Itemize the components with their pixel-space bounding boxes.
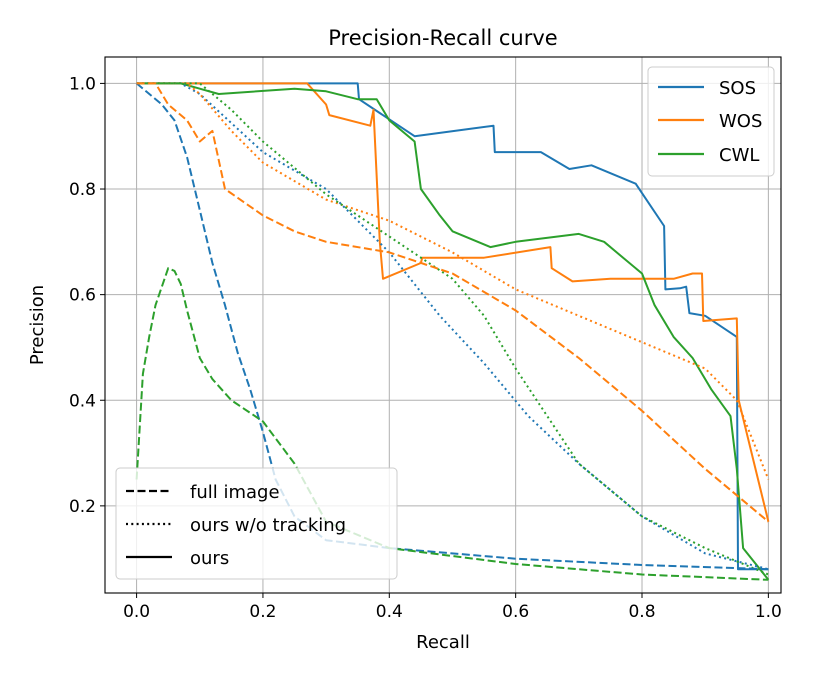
y-tick-label: 0.6 (69, 286, 96, 306)
x-tick-label: 0.8 (628, 602, 655, 622)
legend-label-cwl: CWL (719, 145, 759, 166)
x-axis-label: Recall (416, 632, 470, 653)
series-line-wos-full-image (136, 82, 770, 523)
x-tick-label: 1.0 (755, 602, 782, 622)
legend-label-sos: SOS (719, 78, 756, 99)
series-line-sos-full-image (135, 82, 769, 571)
series-line-cwl-ours (136, 82, 770, 581)
series-line-cwl-ours-w-o-tracking (136, 82, 769, 576)
x-tick-label: 0.2 (249, 602, 276, 622)
style-legend: full image ours w/o tracking ours (115, 467, 398, 580)
series-line-wos-ours (136, 82, 770, 522)
x-tick-label: 0.4 (376, 602, 403, 622)
y-tick-label: 0.4 (69, 391, 96, 411)
y-tick-label: 1.0 (69, 74, 96, 94)
chart-title: Precision-Recall curve (328, 26, 557, 50)
legend-label-full-image: full image (190, 482, 280, 503)
series-line-cwl-full-image (135, 267, 769, 581)
x-tick-label: 0.0 (123, 602, 150, 622)
legend-label-wos: WOS (719, 111, 762, 132)
color-legend-box (647, 66, 775, 177)
legend-label-ours-wo-tracking: ours w/o tracking (190, 515, 346, 536)
series-line-wos-ours-w-o-tracking (136, 82, 770, 480)
y-tick-label: 0.8 (69, 180, 96, 200)
legend-label-ours: ours (190, 548, 229, 569)
series-lines (135, 82, 770, 581)
y-tick-label: 0.2 (69, 497, 96, 517)
y-axis-label: Precision (27, 285, 48, 365)
axis-ticks: 0.0 0.2 0.4 0.6 0.8 1.0 0.2 0.4 0.6 0.8 1.0 (69, 74, 782, 622)
series-line-sos-ours (136, 82, 769, 571)
x-tick-label: 0.6 (502, 602, 529, 622)
plot-area-frame (104, 56, 782, 594)
style-legend-box (115, 467, 398, 580)
color-legend: SOS WOS CWL (647, 66, 775, 177)
